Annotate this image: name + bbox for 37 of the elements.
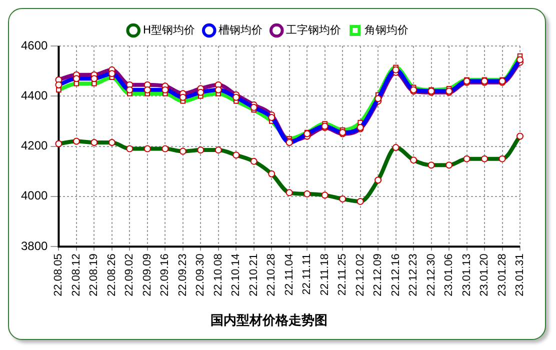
y-tick-label: 4000: [20, 188, 48, 203]
y-tick-label: 3800: [20, 238, 48, 253]
x-tick-label: 22.10.21: [248, 254, 260, 296]
x-tick-label: 22.08.05: [52, 254, 65, 296]
x-tick-label: 23.01.06: [443, 254, 456, 296]
x-tick-label: 23.01.20: [478, 254, 491, 296]
x-tick-label: 22.09.23: [176, 254, 189, 296]
x-tick-label: 22.10.08: [212, 254, 224, 296]
x-tick-label: 22.11.18: [318, 254, 331, 296]
legend-label: 工字钢均价: [286, 23, 342, 36]
x-tick-label: 22.08.26: [106, 254, 118, 296]
x-tick-label: 22.12.23: [408, 254, 420, 296]
x-tick-label: 22.12.09: [372, 254, 384, 296]
x-tick-label: 22.09.02: [124, 254, 136, 296]
x-tick-label: 22.09.16: [159, 254, 172, 296]
x-tick-label: 22.08.12: [70, 254, 82, 296]
x-tick-label: 23.01.13: [460, 254, 473, 296]
x-tick-label: 22.11.25: [336, 254, 349, 296]
x-tick-label: 22.11.11: [301, 254, 314, 295]
y-tick-label: 4600: [20, 38, 48, 52]
x-tick-label: 23.01.31: [514, 254, 526, 296]
legend-label: H型钢均价: [142, 23, 196, 36]
x-tick-label: 23.01.28: [496, 254, 508, 296]
x-tick-label: 22.10.14: [230, 254, 242, 296]
x-tick-label: 22.12.30: [425, 254, 438, 296]
x-tick-label: 22.12.16: [390, 254, 402, 296]
x-tick-label: 22.09.09: [141, 254, 154, 296]
y-tick-label: 4200: [20, 138, 48, 153]
x-tick-label: 22.11.04: [283, 254, 296, 296]
x-tick-label: 22.12.02: [354, 254, 366, 296]
x-tick-label: 22.09.30: [194, 254, 207, 296]
legend-label: 槽钢均价: [218, 23, 263, 36]
x-tick-label: 22.10.28: [266, 254, 278, 296]
x-tick-label: 22.08.19: [88, 254, 100, 296]
text: 国内型材价格走势图: [210, 312, 328, 329]
legend-label: 角钢均价: [364, 23, 409, 36]
y-tick-label: 4400: [20, 88, 48, 102]
